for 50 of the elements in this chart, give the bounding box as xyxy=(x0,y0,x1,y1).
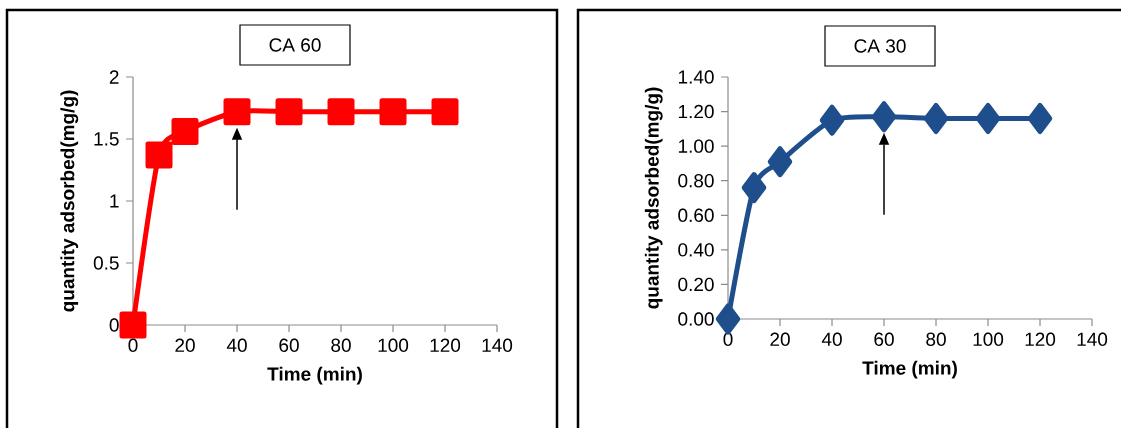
x-axis-title: Time (min) xyxy=(862,360,957,379)
x-tick-label: 60 xyxy=(874,332,894,346)
y-tick-label: 0.40 xyxy=(678,243,714,257)
point xyxy=(431,98,459,126)
y-tick-label: 0 xyxy=(109,318,119,332)
x-tick-label: 40 xyxy=(226,338,247,352)
x-tick-label: 120 xyxy=(430,338,461,352)
y-tick-label: 1.40 xyxy=(678,70,714,84)
y-axis-title: quantity adsorbed(mg/g) xyxy=(60,90,79,312)
chart-title: CA 60 xyxy=(269,38,321,52)
point xyxy=(145,141,173,169)
x-tick-label: 120 xyxy=(1025,332,1056,346)
x-tick-label: 20 xyxy=(175,338,195,352)
y-tick-label: 0.20 xyxy=(678,277,714,292)
point xyxy=(923,102,949,134)
x-tick-label: 20 xyxy=(770,332,790,346)
x-tick-label: 100 xyxy=(973,332,1004,346)
y-tick-label: 0.00 xyxy=(678,312,714,326)
point xyxy=(741,172,767,204)
point xyxy=(275,98,303,126)
point xyxy=(171,118,199,146)
y-axis-title: quantity adsorbed(mg/g) xyxy=(644,87,663,309)
x-tick-label: 140 xyxy=(1077,332,1108,346)
point xyxy=(767,146,793,178)
point xyxy=(223,98,251,126)
point xyxy=(819,104,845,136)
point xyxy=(1027,102,1053,134)
point xyxy=(119,311,147,339)
point xyxy=(327,98,355,126)
y-tick-label: 0.80 xyxy=(678,173,714,188)
point xyxy=(975,102,1001,134)
point xyxy=(379,98,407,126)
y-tick-label: 1.5 xyxy=(94,132,119,146)
x-tick-label: 0 xyxy=(128,338,138,352)
x-tick-label: 60 xyxy=(279,338,299,352)
x-tick-label: 80 xyxy=(331,338,351,352)
point xyxy=(715,303,741,335)
x-tick-label: 140 xyxy=(482,338,513,352)
y-tick-label: 0.5 xyxy=(93,256,119,270)
x-axis-title: Time (min) xyxy=(267,366,362,385)
y-tick-label: 0.60 xyxy=(678,208,714,223)
point xyxy=(871,101,897,133)
y-tick-label: 1.00 xyxy=(678,139,714,153)
x-tick-label: 40 xyxy=(821,332,842,346)
y-tick-label: 2 xyxy=(109,70,119,84)
y-tick-label: 1 xyxy=(110,194,119,208)
x-tick-label: 100 xyxy=(378,338,409,352)
chart-title: CA 30 xyxy=(854,39,906,53)
x-tick-label: 80 xyxy=(926,332,946,346)
y-tick-label: 1.20 xyxy=(678,104,714,119)
